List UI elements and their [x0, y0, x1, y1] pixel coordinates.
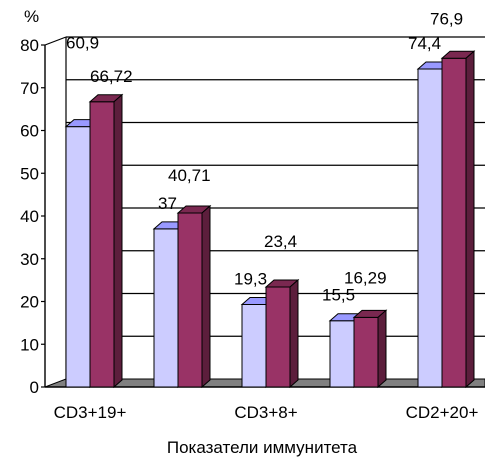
bar — [65, 126, 91, 388]
bar — [241, 303, 267, 388]
data-label: 23,4 — [264, 232, 297, 251]
y-tick-label: 20 — [20, 293, 39, 312]
y-tick-label: 0 — [30, 378, 39, 397]
data-label: 19,3 — [234, 269, 267, 288]
bars — [64, 50, 476, 389]
y-tick-label: 10 — [20, 335, 39, 354]
bar — [329, 320, 355, 388]
bar-side — [377, 309, 387, 389]
y-tick-label: 70 — [20, 79, 39, 98]
x-tick-label: CD2+20+ — [406, 403, 479, 422]
data-label: 74,4 — [408, 34, 441, 53]
data-label: 15,5 — [322, 286, 355, 305]
data-label: 66,72 — [90, 67, 133, 86]
data-labels: 60,9 66,72 37 40,71 19,3 23,4 15,516,29 74,4 76,… — [66, 9, 463, 304]
x-axis-title: Показатели иммунитета — [167, 438, 358, 457]
bar — [353, 316, 379, 388]
bar — [89, 101, 115, 388]
y-tick-label: 40 — [20, 207, 39, 226]
y-axis-title: % — [24, 7, 39, 26]
bar — [417, 68, 443, 388]
bar — [177, 212, 203, 388]
bar — [441, 57, 467, 388]
bar-side — [201, 204, 211, 389]
data-label: 60,9 — [66, 34, 99, 53]
y-tick-label: 80 — [20, 36, 39, 55]
bar-side — [465, 50, 475, 389]
gridlines — [66, 36, 485, 337]
data-label: 16,29 — [344, 268, 387, 287]
x-tick-label: CD3+19+ — [54, 403, 127, 422]
bar — [153, 228, 179, 388]
x-tick-label: CD3+8+ — [234, 403, 297, 422]
y-tick-label: 50 — [20, 164, 39, 183]
data-label: 37 — [158, 194, 177, 213]
data-label: 76,9 — [430, 9, 463, 28]
bar-side — [113, 93, 123, 389]
data-label: 40,71 — [168, 166, 211, 185]
wall-edge — [44, 36, 67, 46]
y-tick-label: 30 — [20, 250, 39, 269]
bar-side — [289, 278, 299, 389]
bar — [265, 286, 291, 388]
y-tick-label: 60 — [20, 122, 39, 141]
